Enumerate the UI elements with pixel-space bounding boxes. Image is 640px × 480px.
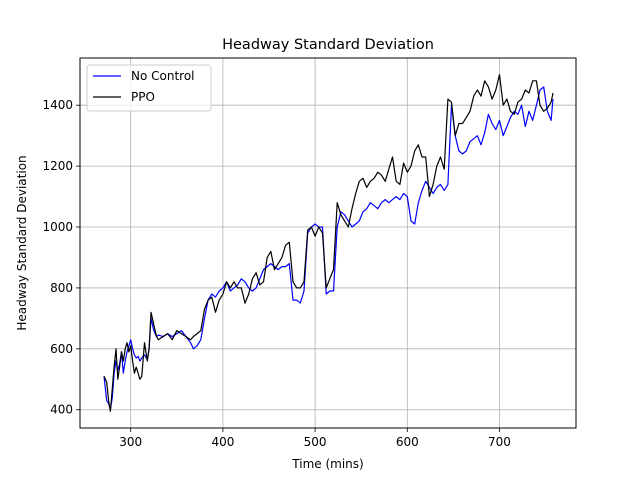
series-line-ppo xyxy=(103,74,554,412)
x-tick-label: 600 xyxy=(396,435,419,449)
chart-title: Headway Standard Deviation xyxy=(222,37,434,53)
y-tick-label: 400 xyxy=(50,403,73,417)
grid-lines xyxy=(80,58,576,428)
y-axis-label: Headway Standard Deviation xyxy=(15,155,29,330)
legend: No Control PPO xyxy=(86,64,212,112)
y-tick-label: 800 xyxy=(50,281,73,295)
y-tick-label: 600 xyxy=(50,342,73,356)
plot-area-frame xyxy=(79,57,577,429)
y-tick-label: 1000 xyxy=(42,220,73,234)
series-layer xyxy=(103,74,554,412)
x-axis-ticks: 300 400 500 600 700 xyxy=(119,428,511,449)
x-tick-label: 400 xyxy=(211,435,234,449)
y-axis-ticks: 400 600 800 1000 1200 1400 xyxy=(42,98,80,417)
x-tick-label: 700 xyxy=(488,435,511,449)
legend-label-ppo: PPO xyxy=(131,90,155,104)
y-tick-label: 1400 xyxy=(42,98,73,112)
y-tick-label: 1200 xyxy=(42,159,73,173)
x-tick-label: 500 xyxy=(304,435,327,449)
x-axis-label: Time (mins) xyxy=(291,457,363,471)
legend-label-no-control: No Control xyxy=(131,69,195,83)
x-tick-label: 300 xyxy=(119,435,142,449)
